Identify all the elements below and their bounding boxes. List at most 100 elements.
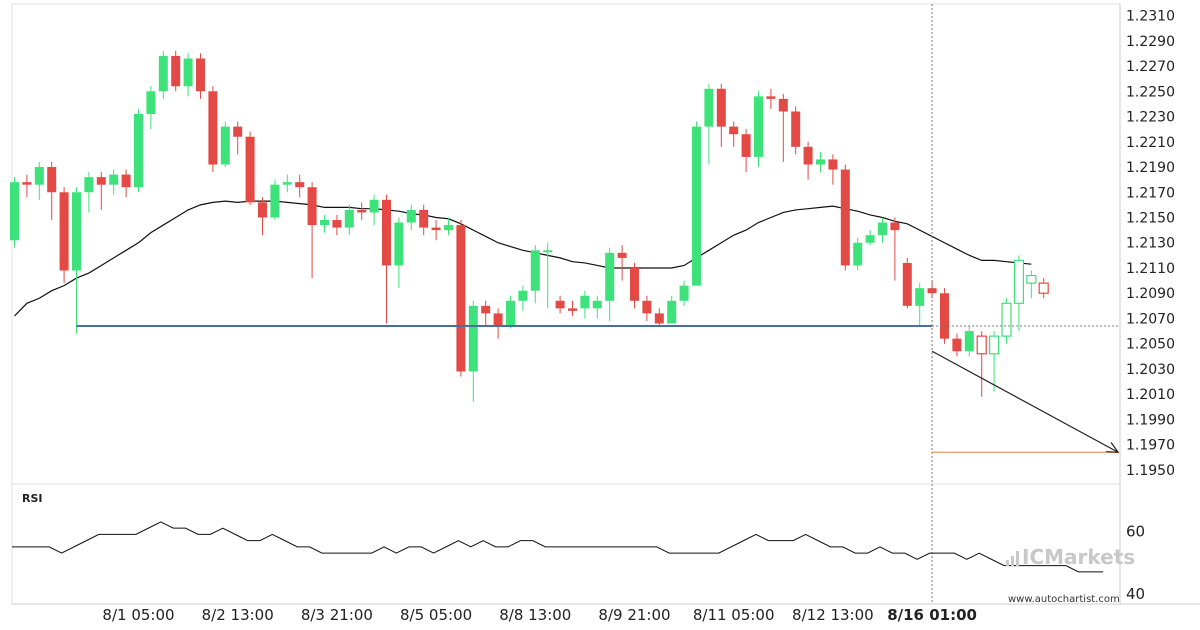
candle bbox=[679, 280, 689, 306]
candle-body bbox=[1001, 302, 1012, 337]
candle-body bbox=[940, 293, 949, 339]
x-tick-label: 8/8 13:00 bbox=[499, 606, 571, 624]
y-tick-label: 1.2190 bbox=[1126, 160, 1175, 176]
candle-body bbox=[72, 192, 81, 271]
candle-body bbox=[357, 209, 367, 213]
candle-body bbox=[183, 58, 193, 87]
candle-body bbox=[1013, 259, 1025, 304]
x-tick-label: 8/16 01:00 bbox=[887, 606, 977, 624]
x-tick-label: 8/11 05:00 bbox=[693, 606, 775, 624]
candle-body bbox=[344, 209, 354, 228]
candle bbox=[72, 187, 81, 334]
candle-body bbox=[369, 199, 379, 213]
source-text: www.autochartist.com bbox=[1008, 594, 1120, 605]
candle-body bbox=[667, 300, 677, 324]
candle bbox=[183, 53, 193, 97]
x-tick-label: 8/9 21:00 bbox=[598, 606, 670, 624]
candle-body bbox=[902, 262, 912, 306]
candle-body bbox=[530, 250, 540, 291]
candle-body bbox=[766, 96, 776, 99]
candle bbox=[940, 288, 949, 344]
candle bbox=[208, 86, 218, 173]
candle-body bbox=[1026, 274, 1037, 284]
candle-body bbox=[952, 338, 962, 352]
candle bbox=[729, 121, 739, 147]
y-tick-label: 1.2110 bbox=[1126, 261, 1175, 277]
candle-body bbox=[406, 209, 416, 223]
candle bbox=[1001, 298, 1012, 344]
candle-body bbox=[840, 169, 850, 266]
candle bbox=[568, 300, 577, 316]
candle-body bbox=[382, 199, 391, 266]
x-tick-label: 8/5 05:00 bbox=[400, 606, 472, 624]
candle-body bbox=[245, 136, 255, 203]
candle-body bbox=[444, 225, 453, 231]
candle-body bbox=[630, 267, 639, 301]
candle-body bbox=[332, 220, 342, 228]
x-tick-label: 8/12 13:00 bbox=[792, 606, 874, 624]
y-tick-label: 1.2170 bbox=[1126, 185, 1175, 201]
y-tick-label: 1.2230 bbox=[1126, 110, 1175, 126]
candle bbox=[741, 129, 751, 173]
candle bbox=[233, 121, 243, 155]
candle-body bbox=[394, 222, 404, 266]
forecast-line bbox=[931, 350, 1119, 453]
candle bbox=[196, 53, 205, 99]
candle bbox=[754, 91, 763, 168]
candle bbox=[902, 257, 912, 309]
candle bbox=[481, 300, 491, 327]
candle bbox=[791, 106, 801, 155]
rsi-line bbox=[12, 521, 1104, 573]
candle-body bbox=[506, 300, 515, 327]
rsi-polyline bbox=[12, 521, 1104, 573]
candle bbox=[295, 174, 305, 198]
candle-body bbox=[816, 159, 825, 165]
candle-body bbox=[865, 235, 875, 243]
price-levels bbox=[76, 4, 1120, 604]
candle bbox=[716, 83, 726, 147]
x-tick-label: 8/1 05:00 bbox=[102, 606, 174, 624]
candle bbox=[592, 295, 602, 319]
candle-body bbox=[419, 209, 429, 228]
candle-body bbox=[988, 335, 1000, 355]
candle-body bbox=[976, 335, 987, 355]
moving-average-line bbox=[14, 200, 1032, 317]
candle-body bbox=[96, 177, 106, 185]
watermark-text: ICMarkets bbox=[1022, 545, 1135, 569]
y-tick-label: 1.2310 bbox=[1126, 9, 1175, 25]
candle bbox=[865, 230, 875, 246]
candle-body bbox=[568, 308, 577, 311]
candle-body bbox=[196, 58, 205, 92]
candle-body bbox=[654, 313, 664, 324]
candle-body bbox=[729, 126, 739, 135]
candle-body bbox=[518, 290, 528, 301]
candle-body bbox=[258, 202, 267, 218]
y-tick-label: 1.1990 bbox=[1126, 412, 1175, 428]
candle bbox=[853, 237, 863, 271]
y-tick-label: 1.2150 bbox=[1126, 210, 1175, 226]
rsi-tick-label: 40 bbox=[1126, 585, 1145, 603]
candle bbox=[419, 204, 429, 236]
candle-body bbox=[233, 126, 243, 137]
candle bbox=[692, 121, 701, 286]
candle bbox=[493, 308, 503, 339]
candle-body bbox=[692, 126, 701, 286]
candle bbox=[543, 242, 553, 309]
y-tick-label: 1.2210 bbox=[1126, 135, 1175, 151]
candle bbox=[468, 300, 478, 402]
candle-body bbox=[84, 177, 94, 193]
candle bbox=[134, 108, 143, 193]
candle bbox=[171, 50, 181, 92]
logo-bar-3 bbox=[1016, 551, 1019, 566]
candle bbox=[518, 285, 528, 311]
candle bbox=[245, 131, 255, 205]
y-tick-label: 1.1950 bbox=[1126, 463, 1175, 479]
candle bbox=[915, 283, 925, 327]
candle bbox=[630, 262, 639, 309]
rsi-tick-label: 60 bbox=[1126, 522, 1145, 540]
candle bbox=[22, 174, 32, 198]
candle bbox=[1026, 270, 1037, 299]
candle bbox=[1013, 255, 1025, 332]
candle-body bbox=[1038, 282, 1049, 294]
candle bbox=[952, 333, 962, 357]
